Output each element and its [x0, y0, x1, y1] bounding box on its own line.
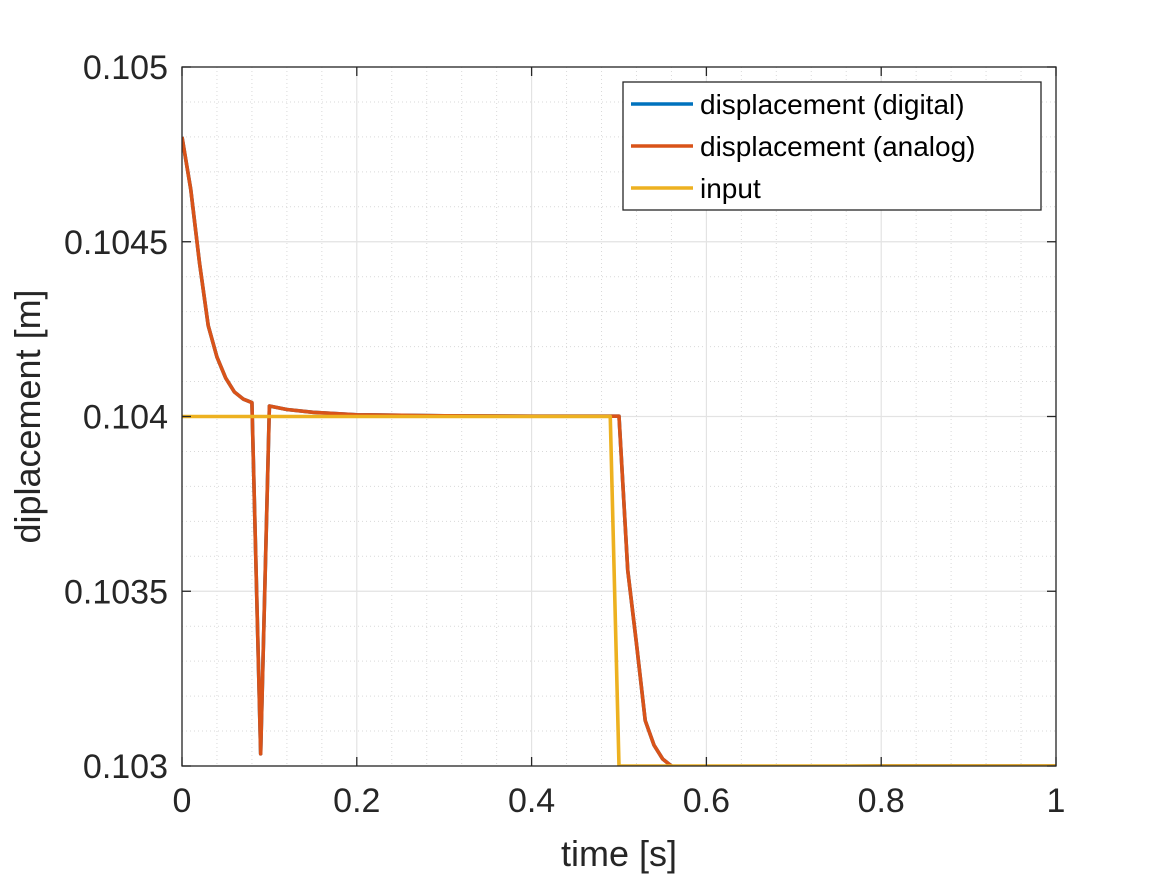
x-tick-label: 1 — [1047, 782, 1066, 820]
series-line-2 — [182, 136, 1056, 766]
y-tick-label: 0.104 — [83, 399, 168, 437]
legend-label: input — [700, 173, 761, 204]
series-line-3 — [182, 414, 1056, 766]
x-tick-label: 0.2 — [333, 782, 380, 820]
x-tick-label: 0.8 — [858, 782, 905, 820]
y-tick-label: 0.103 — [83, 748, 168, 786]
legend: displacement (digital) displacement (anal… — [622, 81, 1042, 211]
legend-label: displacement (digital) — [700, 89, 965, 120]
x-tick-label: 0 — [173, 782, 192, 820]
axis-ticks — [181, 66, 1057, 767]
series-lines — [182, 136, 1056, 766]
legend-label: displacement (analog) — [700, 131, 976, 162]
series-line-1 — [182, 136, 1056, 766]
y-axis-label: diplacement [m] — [7, 289, 48, 543]
tick-labels: 0 0.2 0.4 0.6 0.8 1 0.103 0.1035 0.104 0.1045 0.10… — [64, 49, 1065, 820]
y-tick-label: 0.1045 — [64, 224, 168, 262]
x-axis-label: time [s] — [561, 833, 677, 874]
x-tick-label: 0.6 — [683, 782, 730, 820]
y-tick-label: 0.1035 — [64, 573, 168, 611]
y-tick-label: 0.105 — [83, 49, 168, 87]
x-tick-label: 0.4 — [508, 782, 555, 820]
